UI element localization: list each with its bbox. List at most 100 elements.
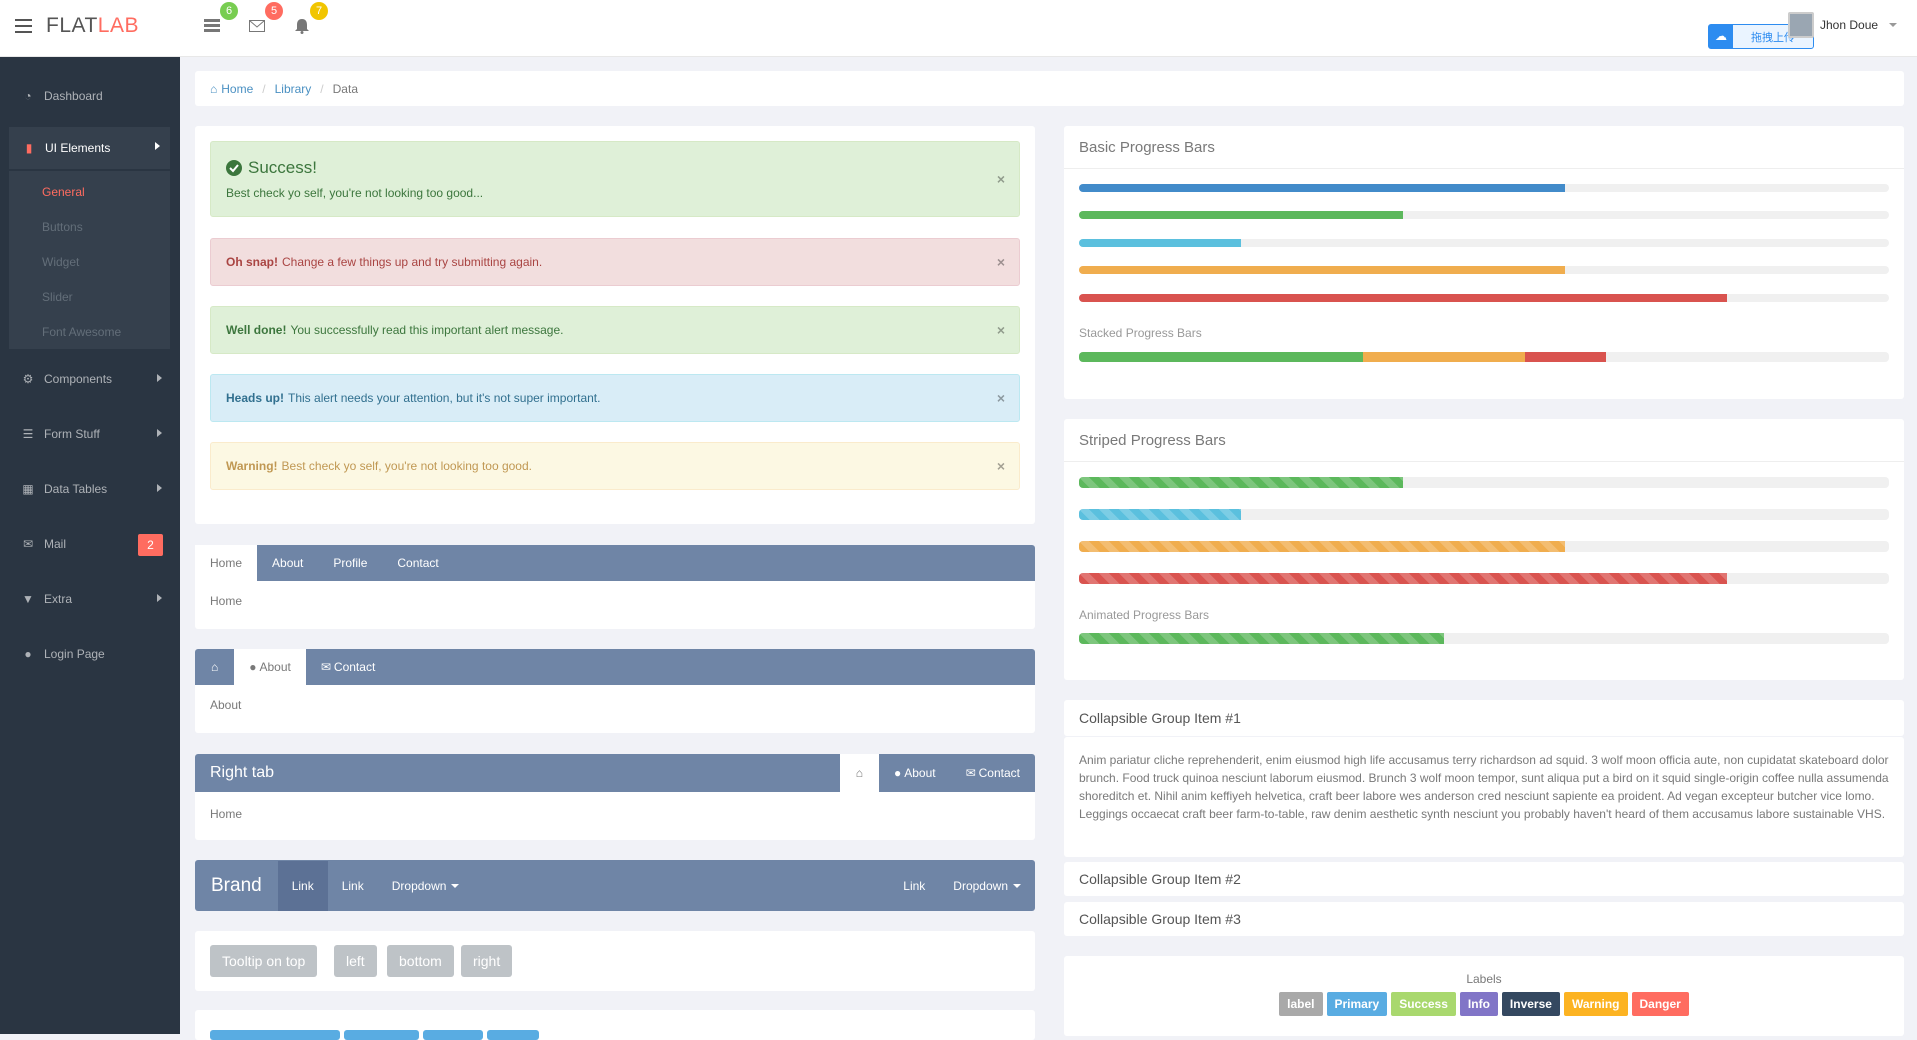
tab-about[interactable]: ● About bbox=[893, 766, 936, 780]
sidebar-item-extra[interactable]: ▼ Extra bbox=[0, 579, 180, 619]
alert-text: Best check yo self, you're not looking t… bbox=[226, 186, 484, 200]
cloud-icon: ☁ bbox=[1709, 25, 1733, 48]
progress-track bbox=[1079, 477, 1889, 488]
sidebar-item-mail[interactable]: ✉ Mail 2 bbox=[0, 524, 180, 564]
sidebar-item-components[interactable]: ⚙ Components bbox=[0, 359, 180, 399]
sidebar-item-dashboard[interactable]: ◔ Dashboard bbox=[0, 76, 180, 116]
collapse-item-1[interactable]: Collapsible Group Item #1 bbox=[1064, 700, 1904, 736]
sidebar-item-data-tables[interactable]: ▦ Data Tables bbox=[0, 469, 180, 509]
progress-bar-primary bbox=[1079, 184, 1565, 192]
sidebar-item-ui-elements[interactable]: ▮ UI Elements bbox=[9, 127, 170, 169]
danger-alert: Oh snap! Change a few things up and try s… bbox=[210, 238, 1020, 286]
partial-button[interactable] bbox=[344, 1030, 419, 1040]
panel-title: Basic Progress Bars bbox=[1079, 138, 1215, 156]
chevron-right-icon bbox=[157, 484, 162, 492]
navbar-link[interactable]: Link bbox=[341, 878, 364, 893]
close-icon[interactable]: × bbox=[996, 322, 1005, 338]
breadcrumb: ⌂ Home / Library / Data bbox=[195, 71, 1904, 106]
tooltip-right-button[interactable]: right bbox=[461, 945, 513, 977]
home-icon: ⌂ bbox=[855, 766, 863, 780]
user-icon: ● bbox=[893, 766, 902, 780]
breadcrumb-separator: / bbox=[320, 81, 324, 96]
alert-bold: Well done! bbox=[226, 323, 287, 337]
tab-contact[interactable]: ✉ Contact bbox=[965, 766, 1020, 780]
partial-button[interactable] bbox=[210, 1030, 340, 1040]
panel-divider bbox=[1064, 461, 1904, 462]
tabs-panel-icons: ⌂ ● About ✉ Contact About bbox=[195, 649, 1035, 733]
breadcrumb-home[interactable]: Home bbox=[221, 81, 254, 96]
collapse-heading[interactable]: Collapsible Group Item #1 bbox=[1079, 710, 1241, 726]
envelope-icon: ✉ bbox=[965, 766, 976, 780]
collapse-heading[interactable]: Collapsible Group Item #3 bbox=[1079, 911, 1241, 927]
submenu-ui-elements bbox=[9, 171, 170, 349]
well-done-alert: Well done! You successfully read this imp… bbox=[210, 306, 1020, 354]
collapse-body-1: Anim pariatur cliche reprehenderit, enim… bbox=[1064, 737, 1904, 857]
progress-track bbox=[1079, 239, 1889, 247]
close-icon[interactable]: × bbox=[996, 458, 1005, 474]
tooltip-bottom-button[interactable]: bottom bbox=[387, 945, 454, 977]
envelope-icon[interactable]: 5 bbox=[245, 2, 283, 38]
alert-bold: Heads up! bbox=[226, 391, 285, 405]
chevron-right-icon bbox=[157, 594, 162, 602]
submenu-item-slider[interactable]: Slider bbox=[42, 290, 73, 304]
labels-row: label Primary Success Info Inverse Warning Dan… bbox=[1064, 992, 1904, 1016]
navbar-dropdown[interactable]: Dropdown bbox=[378, 861, 474, 911]
breadcrumb-separator: / bbox=[262, 81, 266, 96]
labels-panel: Labels label Primary Success Info Inverse War… bbox=[1064, 956, 1904, 1036]
alert-text: Change a few things up and try submittin… bbox=[282, 255, 543, 269]
user-name: Jhon Doue bbox=[1820, 18, 1879, 32]
partial-button[interactable] bbox=[487, 1030, 539, 1040]
panel-title: Striped Progress Bars bbox=[1079, 431, 1226, 449]
submenu-item-font-awesome[interactable]: Font Awesome bbox=[42, 325, 122, 339]
partial-button[interactable] bbox=[423, 1030, 483, 1040]
cogs-icon: ⚙ bbox=[22, 372, 34, 386]
close-icon[interactable]: × bbox=[996, 254, 1005, 270]
tab-about[interactable]: About bbox=[272, 556, 304, 570]
progress-bar-info bbox=[1079, 239, 1241, 247]
basic-progress-panel: Basic Progress Bars Stacked Progress Bar… bbox=[1064, 126, 1904, 399]
breadcrumb-current: Data bbox=[332, 81, 358, 96]
tab-home-icon[interactable]: ⌂ bbox=[195, 649, 234, 685]
chevron-right-icon bbox=[157, 374, 162, 382]
collapse-heading[interactable]: Collapsible Group Item #2 bbox=[1079, 871, 1241, 887]
tab-home-icon[interactable]: ⌂ bbox=[839, 754, 879, 792]
alerts-count-badge: 7 bbox=[310, 2, 328, 20]
sidebar-item-form-stuff[interactable]: ☰ Form Stuff bbox=[0, 414, 180, 454]
navbar-link-right[interactable]: Link bbox=[903, 878, 926, 893]
sidebar-item-login-page[interactable]: ● Login Page bbox=[0, 634, 180, 674]
breadcrumb-library[interactable]: Library bbox=[274, 81, 312, 96]
tab-about[interactable]: ● About bbox=[234, 649, 306, 685]
submenu-item-general[interactable]: General bbox=[42, 185, 85, 199]
collapse-item-2[interactable]: Collapsible Group Item #2 bbox=[1064, 862, 1904, 896]
tasks-icon: ☰ bbox=[22, 427, 34, 441]
navbar-dropdown-right[interactable]: Dropdown bbox=[939, 861, 1035, 911]
app-logo[interactable]: FLATLAB bbox=[46, 14, 139, 37]
submenu-item-widget[interactable]: Widget bbox=[42, 255, 80, 269]
bell-icon[interactable]: 7 bbox=[290, 2, 328, 38]
tab-contact[interactable]: ✉ Contact bbox=[320, 660, 376, 674]
tasks-icon[interactable]: 6 bbox=[200, 2, 238, 38]
animated-bar bbox=[1079, 633, 1444, 644]
alert-text: You successfully read this important ale… bbox=[290, 323, 564, 337]
progress-track bbox=[1079, 541, 1889, 552]
user-menu[interactable]: Jhon Doue bbox=[1788, 12, 1898, 38]
tab-profile[interactable]: Profile bbox=[333, 556, 368, 570]
submenu-item-buttons[interactable]: Buttons bbox=[42, 220, 83, 234]
label-label: label bbox=[1279, 992, 1323, 1016]
tooltip-left-button[interactable]: left bbox=[334, 945, 377, 977]
label-primary: Primary bbox=[1326, 992, 1388, 1016]
navbar-link-active[interactable]: Link bbox=[277, 860, 328, 911]
tab-contact[interactable]: Contact bbox=[397, 556, 439, 570]
tooltip-top-button[interactable]: Tooltip on top bbox=[210, 945, 318, 977]
navbar-brand[interactable]: Brand bbox=[211, 874, 262, 896]
close-icon[interactable]: × bbox=[996, 171, 1005, 187]
tab-content: Home bbox=[210, 594, 243, 608]
collapse-item-3[interactable]: Collapsible Group Item #3 bbox=[1064, 902, 1904, 936]
close-icon[interactable]: × bbox=[996, 390, 1005, 406]
alert-text: This alert needs your attention, but it'… bbox=[288, 391, 601, 405]
label-inverse: Inverse bbox=[1501, 992, 1560, 1016]
tooltip-panel: Tooltip on top left bottom right bbox=[195, 931, 1035, 991]
warning-alert: Warning! Best check yo self, you're not l… bbox=[210, 442, 1020, 490]
sidebar-toggle-icon[interactable] bbox=[15, 19, 32, 33]
tab-home[interactable]: Home bbox=[195, 545, 258, 581]
